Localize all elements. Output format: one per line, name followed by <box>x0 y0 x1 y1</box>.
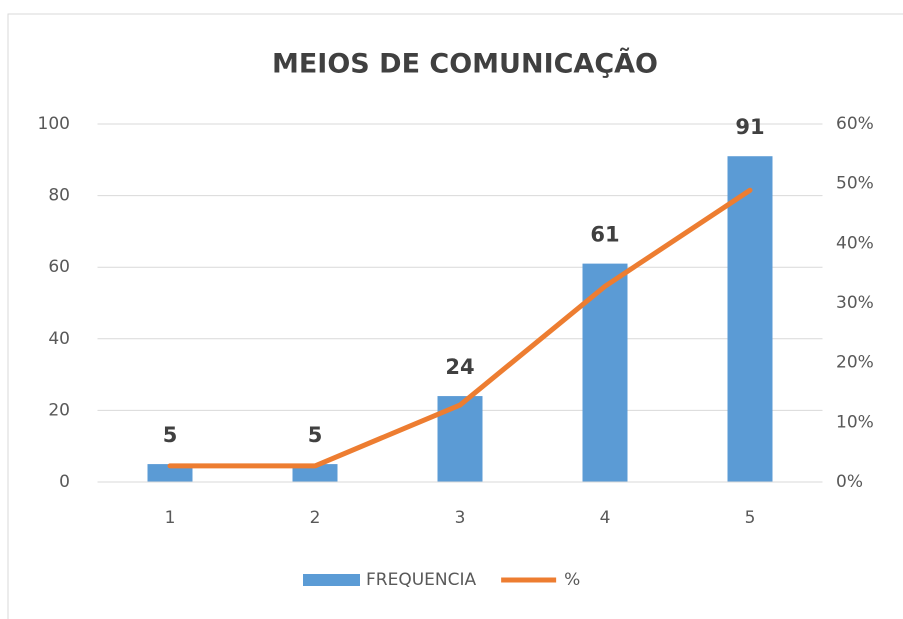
x-tick-label: 5 <box>745 508 756 528</box>
y2-tick-label: 20% <box>836 353 874 373</box>
y-tick-label: 80 <box>48 186 70 206</box>
y2-tick-label: 50% <box>836 174 874 194</box>
y2-tick-label: 30% <box>836 293 874 313</box>
data-label: 24 <box>445 355 474 379</box>
bar <box>292 464 338 482</box>
y-tick-label: 20 <box>48 400 70 420</box>
data-label: 91 <box>735 115 764 139</box>
chart-title: MEIOS DE COMUNICAÇÃO <box>272 48 658 80</box>
bar <box>727 156 773 482</box>
y2-tick-label: 40% <box>836 233 874 253</box>
y-tick-label: 100 <box>38 114 70 134</box>
x-tick-label: 1 <box>165 508 176 528</box>
legend-label: FREQUENCIA <box>366 570 476 590</box>
data-label: 5 <box>308 423 323 447</box>
data-label: 61 <box>590 223 619 247</box>
y2-tick-label: 0% <box>836 472 863 492</box>
y-tick-label: 0 <box>59 472 70 492</box>
line <box>167 187 753 469</box>
bar <box>147 464 193 482</box>
x-tick-label: 2 <box>310 508 321 528</box>
legend-swatch <box>303 574 360 586</box>
data-label: 5 <box>163 423 178 447</box>
y2-tick-label: 10% <box>836 412 874 432</box>
x-tick-label: 3 <box>455 508 466 528</box>
y2-tick-label: 60% <box>836 114 874 134</box>
y-tick-label: 60 <box>48 257 70 277</box>
y-tick-label: 40 <box>48 329 70 349</box>
x-tick-label: 4 <box>600 508 611 528</box>
legend-label: % <box>564 570 580 590</box>
